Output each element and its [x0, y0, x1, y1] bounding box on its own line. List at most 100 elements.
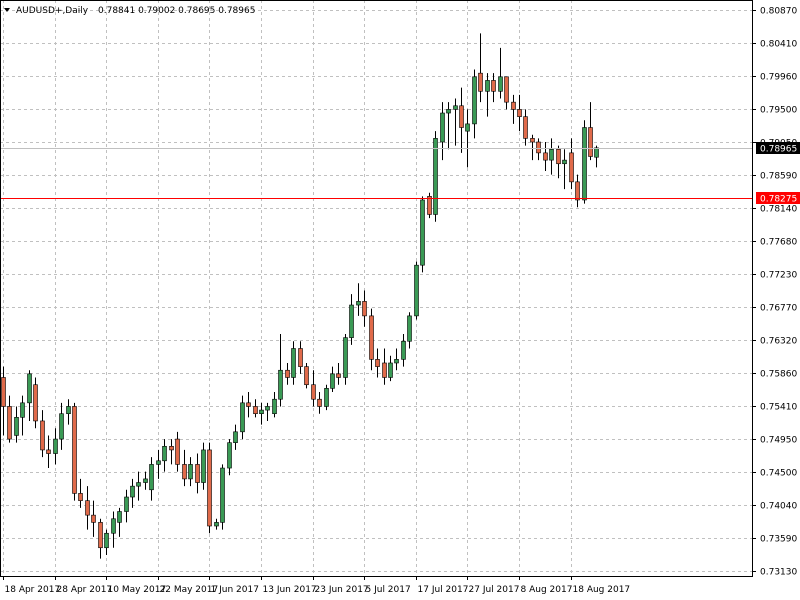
- candle: [188, 457, 193, 487]
- candle: [182, 449, 187, 487]
- y-tick-label: 0.79500: [760, 106, 797, 116]
- candle: [291, 341, 296, 385]
- y-tick-label: 0.80870: [760, 7, 797, 17]
- candle-body-bull: [188, 464, 193, 480]
- candle-body-bull: [414, 264, 419, 317]
- candle: [472, 69, 477, 139]
- candle: [414, 261, 419, 320]
- candle: [143, 471, 148, 490]
- candle-body-bull: [220, 467, 225, 523]
- x-tick-label: 23 Jun 2017: [315, 585, 369, 595]
- candle-body-bear: [427, 196, 432, 215]
- candle: [20, 395, 25, 436]
- candle-body-bull: [117, 511, 122, 523]
- candle: [285, 362, 290, 385]
- candle-body-bear: [7, 406, 12, 440]
- dropdown-triangle-icon[interactable]: [4, 8, 10, 12]
- candle: [588, 102, 593, 161]
- candle-body-bear: [1, 377, 6, 407]
- candle-body-bull: [472, 76, 477, 125]
- candle: [440, 102, 445, 161]
- x-tick-label: 10 May 2017: [108, 585, 167, 595]
- candle-body-bear: [459, 105, 464, 128]
- candle: [85, 486, 90, 530]
- candle: [523, 109, 528, 146]
- candle: [201, 442, 206, 490]
- candle-body-bear: [575, 181, 580, 201]
- candle-body-bull: [53, 438, 58, 454]
- candle: [336, 362, 341, 385]
- candle: [169, 439, 174, 465]
- candle: [111, 511, 116, 548]
- y-tick-label: 0.76770: [760, 304, 797, 314]
- price-tags: 0.78965 0.78275: [756, 142, 800, 205]
- current-price-tag-label: 0.78965: [760, 145, 797, 155]
- candle: [207, 442, 212, 534]
- candle-body-bull: [111, 518, 116, 534]
- reference-price-tag: 0.78275: [756, 192, 800, 205]
- candle: [427, 192, 432, 219]
- price-lines: [0, 148, 752, 199]
- candle-body-bear: [298, 348, 303, 367]
- candle-body-bull: [485, 80, 490, 92]
- candle-body-bull: [440, 112, 445, 143]
- candle-body-bull: [156, 460, 161, 465]
- x-tick-label: 22 May 2017: [160, 585, 219, 595]
- candle-body-bear: [46, 449, 51, 454]
- candle-body-bear: [182, 464, 187, 480]
- candle: [369, 308, 374, 371]
- candle-body-bear: [504, 76, 509, 103]
- candle-body-bull: [356, 301, 361, 306]
- candle: [575, 174, 580, 208]
- candle: [375, 348, 380, 378]
- y-tick-label: 0.75860: [760, 370, 797, 380]
- candle: [240, 395, 245, 440]
- candle: [78, 478, 83, 508]
- candle: [246, 391, 251, 418]
- current-price-tag: 0.78965: [756, 142, 800, 155]
- candle: [362, 290, 367, 327]
- candle: [536, 138, 541, 161]
- y-tick-label: 0.77680: [760, 238, 797, 248]
- candle: [330, 366, 335, 392]
- candle-body-bear: [72, 406, 77, 494]
- candle-body-bear: [588, 127, 593, 157]
- candle-body-bear: [543, 152, 548, 161]
- candle: [130, 478, 135, 508]
- candle: [498, 47, 503, 99]
- candle: [491, 73, 496, 103]
- candle: [278, 334, 283, 407]
- candle: [465, 109, 470, 168]
- candle-body-bear: [530, 138, 535, 143]
- x-tick-label: 1 Jun 2017: [211, 585, 259, 595]
- candle-body-bull: [324, 388, 329, 407]
- candle: [195, 453, 200, 494]
- candle: [1, 366, 6, 436]
- candle-body-bull: [582, 127, 587, 201]
- candle-body-bull: [407, 315, 412, 342]
- candle: [556, 145, 561, 179]
- candle: [356, 283, 361, 316]
- reference-price-tag-bg: [756, 192, 800, 204]
- candle: [394, 348, 399, 371]
- candle: [136, 471, 141, 501]
- candle: [530, 134, 535, 161]
- candle-body-bull: [272, 398, 277, 415]
- candle-body-bear: [511, 101, 516, 110]
- y-tick-label: 0.76320: [760, 337, 797, 347]
- price-axis: 0.808700.804100.799600.795000.790500.785…: [752, 7, 797, 578]
- candle: [98, 518, 103, 559]
- candle-body-bull: [59, 413, 64, 440]
- candle: [317, 391, 322, 414]
- candle: [511, 94, 516, 124]
- candle-body-bear: [336, 373, 341, 378]
- candle-body-bear: [382, 362, 387, 378]
- candle: [59, 402, 64, 450]
- x-tick-label: 28 Apr 2017: [57, 585, 113, 595]
- candle: [265, 402, 270, 421]
- candle-body-bear: [207, 449, 212, 527]
- candle-body-bull: [562, 159, 567, 165]
- candle-body-bear: [253, 406, 258, 415]
